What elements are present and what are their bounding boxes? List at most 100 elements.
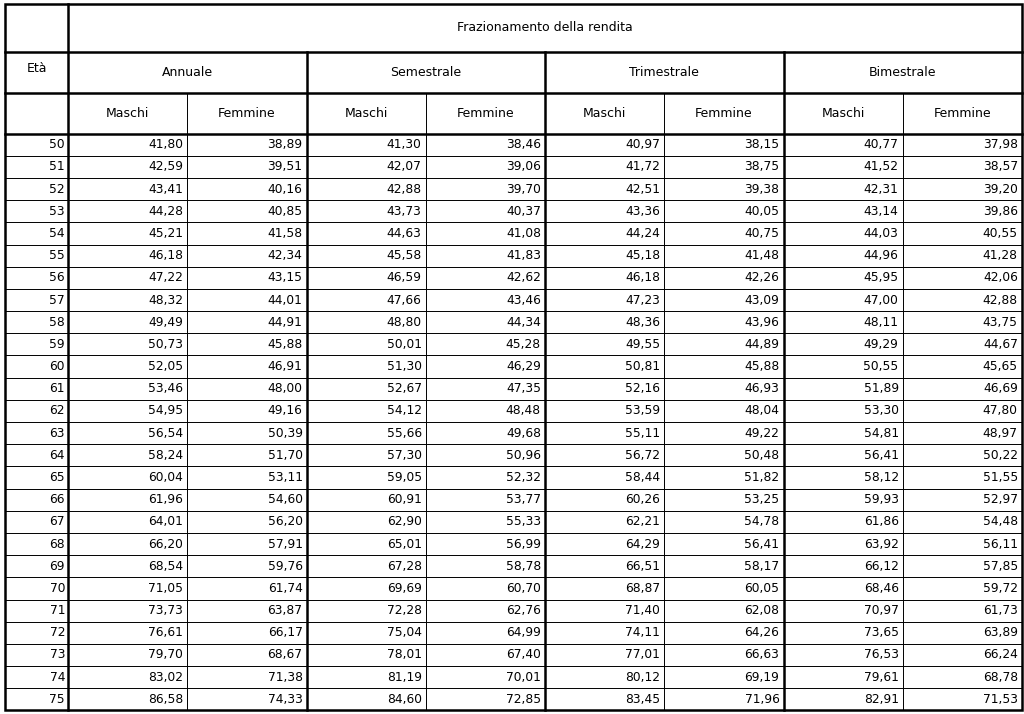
Text: 57,91: 57,91 bbox=[267, 538, 302, 550]
Text: 44,89: 44,89 bbox=[744, 338, 779, 351]
Bar bbox=[545, 644, 665, 666]
Bar bbox=[306, 578, 426, 600]
Text: 38,57: 38,57 bbox=[983, 161, 1018, 174]
Text: 53,59: 53,59 bbox=[625, 404, 660, 418]
Bar bbox=[5, 488, 69, 511]
Bar bbox=[5, 178, 69, 200]
Text: Femmine: Femmine bbox=[218, 106, 275, 120]
Bar bbox=[306, 356, 426, 378]
Bar bbox=[665, 311, 783, 333]
Bar bbox=[5, 600, 69, 622]
Bar bbox=[545, 533, 665, 555]
Text: Maschi: Maschi bbox=[344, 106, 388, 120]
Text: 84,60: 84,60 bbox=[387, 693, 422, 706]
Bar bbox=[69, 222, 187, 245]
Text: 41,48: 41,48 bbox=[744, 249, 779, 262]
Text: 48,04: 48,04 bbox=[744, 404, 779, 418]
Bar bbox=[5, 466, 69, 488]
Bar bbox=[5, 666, 69, 688]
Text: 46,59: 46,59 bbox=[387, 271, 422, 284]
Text: 41,58: 41,58 bbox=[267, 227, 302, 240]
Bar bbox=[903, 533, 1022, 555]
Text: 43,15: 43,15 bbox=[267, 271, 302, 284]
Bar bbox=[545, 688, 665, 710]
Text: 81,19: 81,19 bbox=[387, 670, 422, 683]
Text: 79,70: 79,70 bbox=[148, 648, 183, 661]
Bar bbox=[426, 333, 545, 356]
Text: 39,38: 39,38 bbox=[744, 183, 779, 196]
Bar bbox=[665, 622, 783, 644]
Bar bbox=[783, 466, 903, 488]
Text: 50,96: 50,96 bbox=[506, 449, 541, 462]
Bar bbox=[545, 178, 665, 200]
Bar bbox=[903, 622, 1022, 644]
Bar bbox=[69, 311, 187, 333]
Bar bbox=[306, 156, 426, 178]
Bar bbox=[69, 178, 187, 200]
Bar bbox=[69, 622, 187, 644]
Text: 58,17: 58,17 bbox=[744, 560, 779, 573]
Text: 51,70: 51,70 bbox=[267, 449, 302, 462]
Text: 58,44: 58,44 bbox=[625, 471, 660, 484]
Bar bbox=[426, 289, 545, 311]
Bar bbox=[903, 666, 1022, 688]
Bar bbox=[783, 222, 903, 245]
Bar bbox=[783, 422, 903, 444]
Bar bbox=[783, 578, 903, 600]
Text: 54,95: 54,95 bbox=[148, 404, 183, 418]
Text: 54,81: 54,81 bbox=[863, 427, 899, 440]
Bar bbox=[69, 134, 187, 156]
Bar bbox=[5, 511, 69, 533]
Text: 52,16: 52,16 bbox=[626, 382, 660, 396]
Bar bbox=[187, 644, 306, 666]
Bar bbox=[665, 555, 783, 578]
Bar bbox=[903, 156, 1022, 178]
Bar bbox=[903, 356, 1022, 378]
Bar bbox=[306, 93, 426, 134]
Bar bbox=[426, 688, 545, 710]
Text: 47,35: 47,35 bbox=[506, 382, 541, 396]
Text: 86,58: 86,58 bbox=[148, 693, 183, 706]
Bar bbox=[5, 222, 69, 245]
Bar bbox=[783, 333, 903, 356]
Bar bbox=[187, 511, 306, 533]
Text: 62: 62 bbox=[49, 404, 66, 418]
Text: 40,85: 40,85 bbox=[267, 205, 302, 218]
Bar bbox=[69, 666, 187, 688]
Text: 71,96: 71,96 bbox=[744, 693, 779, 706]
Bar bbox=[545, 511, 665, 533]
Bar bbox=[69, 488, 187, 511]
Text: 56,11: 56,11 bbox=[983, 538, 1018, 550]
Bar bbox=[665, 200, 783, 222]
Bar bbox=[187, 555, 306, 578]
Text: 48,11: 48,11 bbox=[863, 316, 899, 328]
Bar bbox=[187, 178, 306, 200]
Text: 42,31: 42,31 bbox=[864, 183, 899, 196]
Bar bbox=[69, 378, 187, 400]
Bar bbox=[306, 245, 426, 267]
Text: Frazionamento della rendita: Frazionamento della rendita bbox=[457, 21, 633, 34]
Bar bbox=[69, 466, 187, 488]
Text: 39,86: 39,86 bbox=[983, 205, 1018, 218]
Text: 71,40: 71,40 bbox=[626, 604, 660, 617]
Bar bbox=[5, 533, 69, 555]
Text: 52,97: 52,97 bbox=[983, 493, 1018, 506]
Text: 40,75: 40,75 bbox=[744, 227, 779, 240]
Text: 71: 71 bbox=[49, 604, 66, 617]
Text: 42,06: 42,06 bbox=[983, 271, 1018, 284]
Text: 49,55: 49,55 bbox=[625, 338, 660, 351]
Bar bbox=[545, 666, 665, 688]
Bar bbox=[306, 222, 426, 245]
Bar bbox=[5, 422, 69, 444]
Text: 62,90: 62,90 bbox=[387, 516, 422, 528]
Bar bbox=[187, 666, 306, 688]
Text: 63: 63 bbox=[49, 427, 66, 440]
Bar bbox=[903, 422, 1022, 444]
Bar bbox=[783, 622, 903, 644]
Bar bbox=[665, 289, 783, 311]
Text: 66,17: 66,17 bbox=[267, 626, 302, 639]
Bar bbox=[306, 267, 426, 289]
Text: 69,19: 69,19 bbox=[744, 670, 779, 683]
Text: 40,16: 40,16 bbox=[267, 183, 302, 196]
Text: 65: 65 bbox=[49, 471, 66, 484]
